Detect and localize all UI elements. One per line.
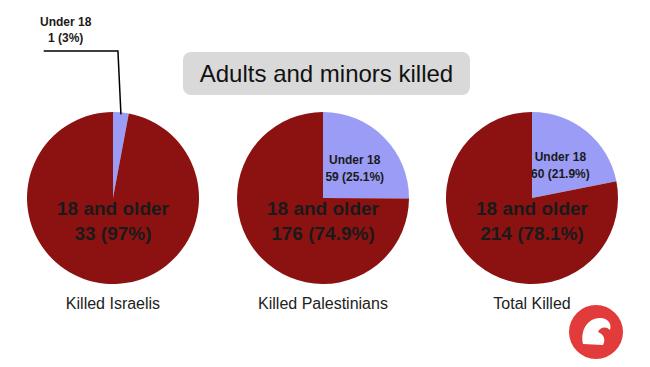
pie-group xyxy=(446,112,618,284)
data-label-category: Under 18 xyxy=(535,150,587,164)
pie-slice xyxy=(446,112,618,284)
pie-slice xyxy=(323,112,409,199)
logo-circle xyxy=(569,305,623,359)
data-label-value: 59 (25.1%) xyxy=(325,170,384,184)
pie-slice xyxy=(237,112,409,284)
title-box xyxy=(183,52,470,95)
data-label-value: 60 (21.9%) xyxy=(531,167,590,181)
leader-line xyxy=(44,51,121,114)
chart-root: Adults and minors killed Under 18 1 (3%) 18… xyxy=(0,0,650,367)
pie-title: Total Killed xyxy=(493,295,570,312)
pie-group xyxy=(27,112,199,284)
pie-title: Killed Israelis xyxy=(66,295,160,312)
data-label-value: 33 (97%) xyxy=(74,223,151,244)
data-label-value: 176 (74.9%) xyxy=(271,223,375,244)
data-label-category: 18 and older xyxy=(267,198,380,219)
data-label-value: 1 (3%) xyxy=(48,31,83,45)
data-label-category: Under 18 xyxy=(329,153,381,167)
data-label-value: 214 (78.1%) xyxy=(480,223,584,244)
pie-slice xyxy=(27,112,199,284)
data-label-category: Under 18 xyxy=(40,15,92,29)
pie-group xyxy=(237,112,409,284)
pie-title: Killed Palestinians xyxy=(258,295,388,312)
data-label-category: 18 and older xyxy=(476,198,589,219)
title: Adults and minors killed xyxy=(200,60,453,87)
logo-shape xyxy=(582,318,610,345)
data-label-category: 18 and older xyxy=(57,198,170,219)
logo xyxy=(569,305,623,359)
